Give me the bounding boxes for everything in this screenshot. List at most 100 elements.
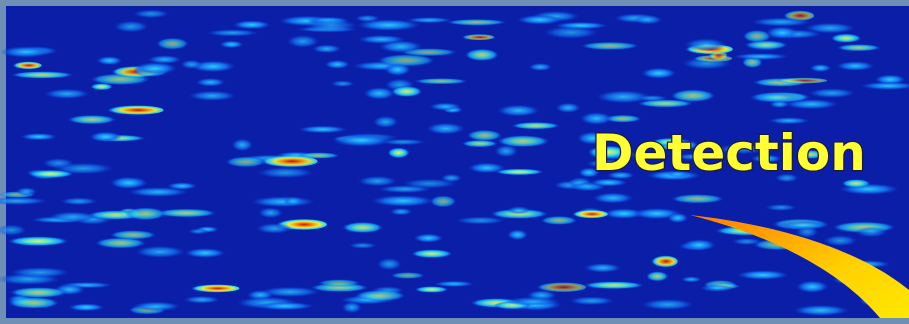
streak bbox=[507, 206, 531, 215]
streak bbox=[391, 86, 423, 97]
streak bbox=[684, 38, 727, 52]
streak bbox=[324, 59, 350, 69]
streak bbox=[390, 272, 425, 279]
streak bbox=[457, 34, 495, 41]
streak bbox=[100, 105, 164, 116]
streak bbox=[603, 208, 645, 219]
streak bbox=[48, 211, 97, 222]
streak bbox=[429, 102, 462, 111]
streak bbox=[387, 147, 410, 159]
streak bbox=[67, 303, 105, 312]
streak bbox=[67, 114, 117, 125]
streak bbox=[256, 223, 293, 234]
streak bbox=[384, 63, 411, 76]
streak bbox=[89, 131, 122, 142]
streak bbox=[348, 242, 377, 249]
streak bbox=[671, 194, 725, 204]
streak bbox=[259, 286, 321, 298]
streak bbox=[836, 61, 875, 71]
streak bbox=[219, 40, 244, 49]
streak bbox=[804, 22, 856, 34]
streak bbox=[646, 271, 669, 282]
streak bbox=[742, 29, 772, 43]
streak bbox=[185, 284, 240, 293]
streak bbox=[569, 296, 615, 306]
streak bbox=[584, 263, 622, 273]
streak bbox=[497, 104, 540, 117]
streak bbox=[528, 63, 552, 71]
streak bbox=[744, 40, 789, 50]
streak bbox=[555, 102, 581, 113]
streak bbox=[540, 215, 578, 225]
streak bbox=[180, 59, 203, 69]
streak bbox=[132, 9, 170, 19]
streak bbox=[516, 14, 563, 25]
streak bbox=[60, 197, 98, 206]
streak bbox=[0, 46, 51, 58]
streak bbox=[641, 299, 695, 310]
streak bbox=[592, 192, 634, 204]
streak bbox=[413, 233, 444, 243]
streak bbox=[9, 61, 42, 70]
streak bbox=[715, 144, 768, 155]
streak bbox=[231, 138, 253, 152]
streak bbox=[188, 228, 209, 235]
streak bbox=[507, 229, 529, 241]
streak bbox=[860, 81, 909, 90]
streak bbox=[836, 44, 881, 52]
streak bbox=[286, 35, 320, 48]
streak bbox=[356, 19, 421, 31]
streak bbox=[578, 167, 600, 178]
streak bbox=[467, 162, 506, 174]
streak bbox=[15, 187, 37, 196]
streak bbox=[461, 139, 498, 148]
streak bbox=[256, 302, 315, 311]
streak bbox=[587, 145, 630, 159]
streak bbox=[414, 286, 449, 293]
streak bbox=[94, 237, 147, 249]
streak bbox=[793, 304, 849, 316]
streak bbox=[748, 92, 804, 103]
streak bbox=[464, 48, 499, 62]
streak bbox=[113, 20, 149, 33]
streak bbox=[7, 236, 69, 247]
streak bbox=[784, 99, 839, 110]
streak bbox=[699, 284, 735, 292]
streak bbox=[195, 78, 226, 87]
streak bbox=[641, 67, 677, 79]
streak bbox=[682, 239, 716, 251]
streak bbox=[495, 168, 544, 176]
streak bbox=[10, 71, 74, 79]
streak bbox=[586, 159, 627, 168]
streak bbox=[381, 138, 426, 146]
streak bbox=[90, 83, 113, 91]
streak bbox=[670, 89, 716, 102]
streak bbox=[823, 235, 858, 247]
streak bbox=[127, 187, 189, 197]
streak bbox=[155, 208, 217, 218]
streak bbox=[342, 221, 384, 234]
streak bbox=[440, 173, 462, 183]
streak bbox=[589, 178, 628, 187]
streak bbox=[256, 167, 315, 179]
streak bbox=[632, 15, 663, 25]
arrow bbox=[690, 215, 909, 318]
streak bbox=[637, 99, 694, 108]
streak bbox=[258, 207, 284, 219]
streak bbox=[44, 88, 90, 99]
streak bbox=[312, 44, 342, 54]
streak bbox=[777, 220, 830, 230]
streak bbox=[357, 175, 398, 187]
streak bbox=[330, 80, 355, 87]
streak bbox=[332, 134, 392, 147]
streak bbox=[768, 117, 810, 125]
streak bbox=[706, 50, 728, 62]
streak bbox=[568, 209, 608, 219]
streak bbox=[96, 56, 123, 65]
streak bbox=[147, 55, 182, 64]
streak bbox=[188, 90, 237, 101]
streak bbox=[250, 196, 315, 208]
streak bbox=[430, 195, 457, 208]
streak bbox=[0, 197, 48, 205]
